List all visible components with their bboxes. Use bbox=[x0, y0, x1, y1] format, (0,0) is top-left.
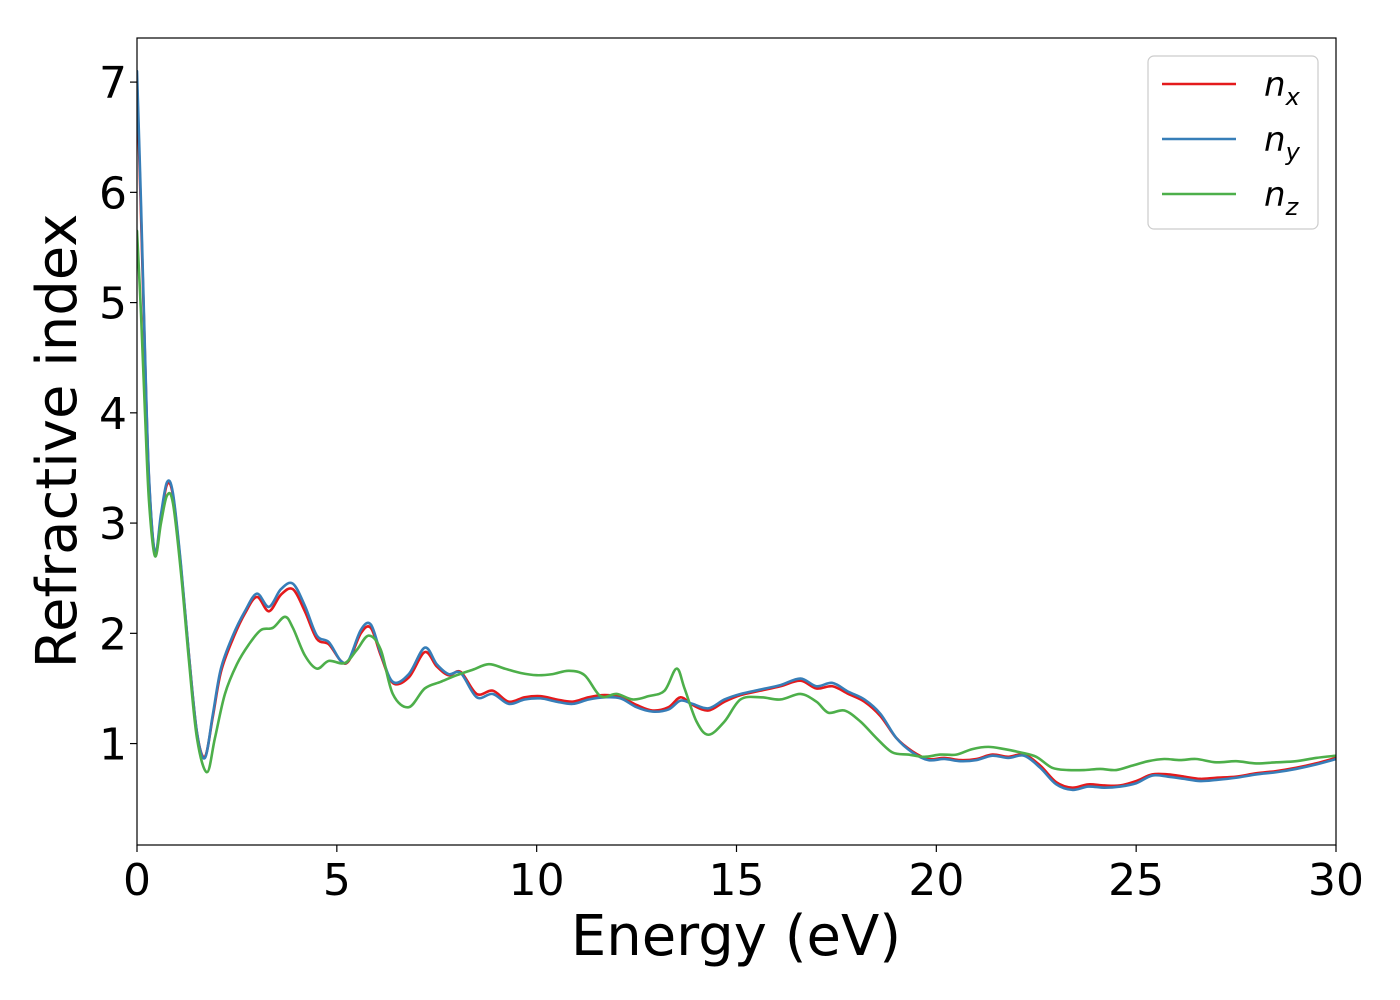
x-tick-label: 15 bbox=[709, 855, 765, 906]
y-tick-label: 5 bbox=[99, 279, 127, 330]
x-tick-label: 25 bbox=[1108, 855, 1164, 906]
y-tick-label: 3 bbox=[99, 499, 127, 550]
legend-box bbox=[1147, 55, 1319, 230]
x-axis-ticks: 0 5 10 15 20 25 30 bbox=[123, 845, 1364, 906]
y-axis-ticks: 1 2 3 4 5 6 7 bbox=[99, 58, 137, 771]
x-axis-title: Energy (eV) bbox=[571, 904, 901, 969]
x-tick-label: 30 bbox=[1308, 855, 1364, 906]
series-layer bbox=[137, 69, 1336, 792]
y-tick-label: 7 bbox=[99, 58, 127, 109]
y-tick-label: 1 bbox=[99, 720, 127, 771]
x-tick-label: 10 bbox=[509, 855, 565, 906]
x-tick-label: 20 bbox=[908, 855, 964, 906]
y-tick-label: 4 bbox=[99, 389, 127, 440]
x-tick-label: 0 bbox=[123, 855, 151, 906]
y-axis-title: Refractive index bbox=[25, 214, 90, 669]
x-tick-label: 5 bbox=[323, 855, 351, 906]
series-line-nz bbox=[137, 229, 1336, 774]
y-tick-label: 6 bbox=[99, 168, 127, 219]
y-tick-label: 2 bbox=[99, 609, 127, 660]
